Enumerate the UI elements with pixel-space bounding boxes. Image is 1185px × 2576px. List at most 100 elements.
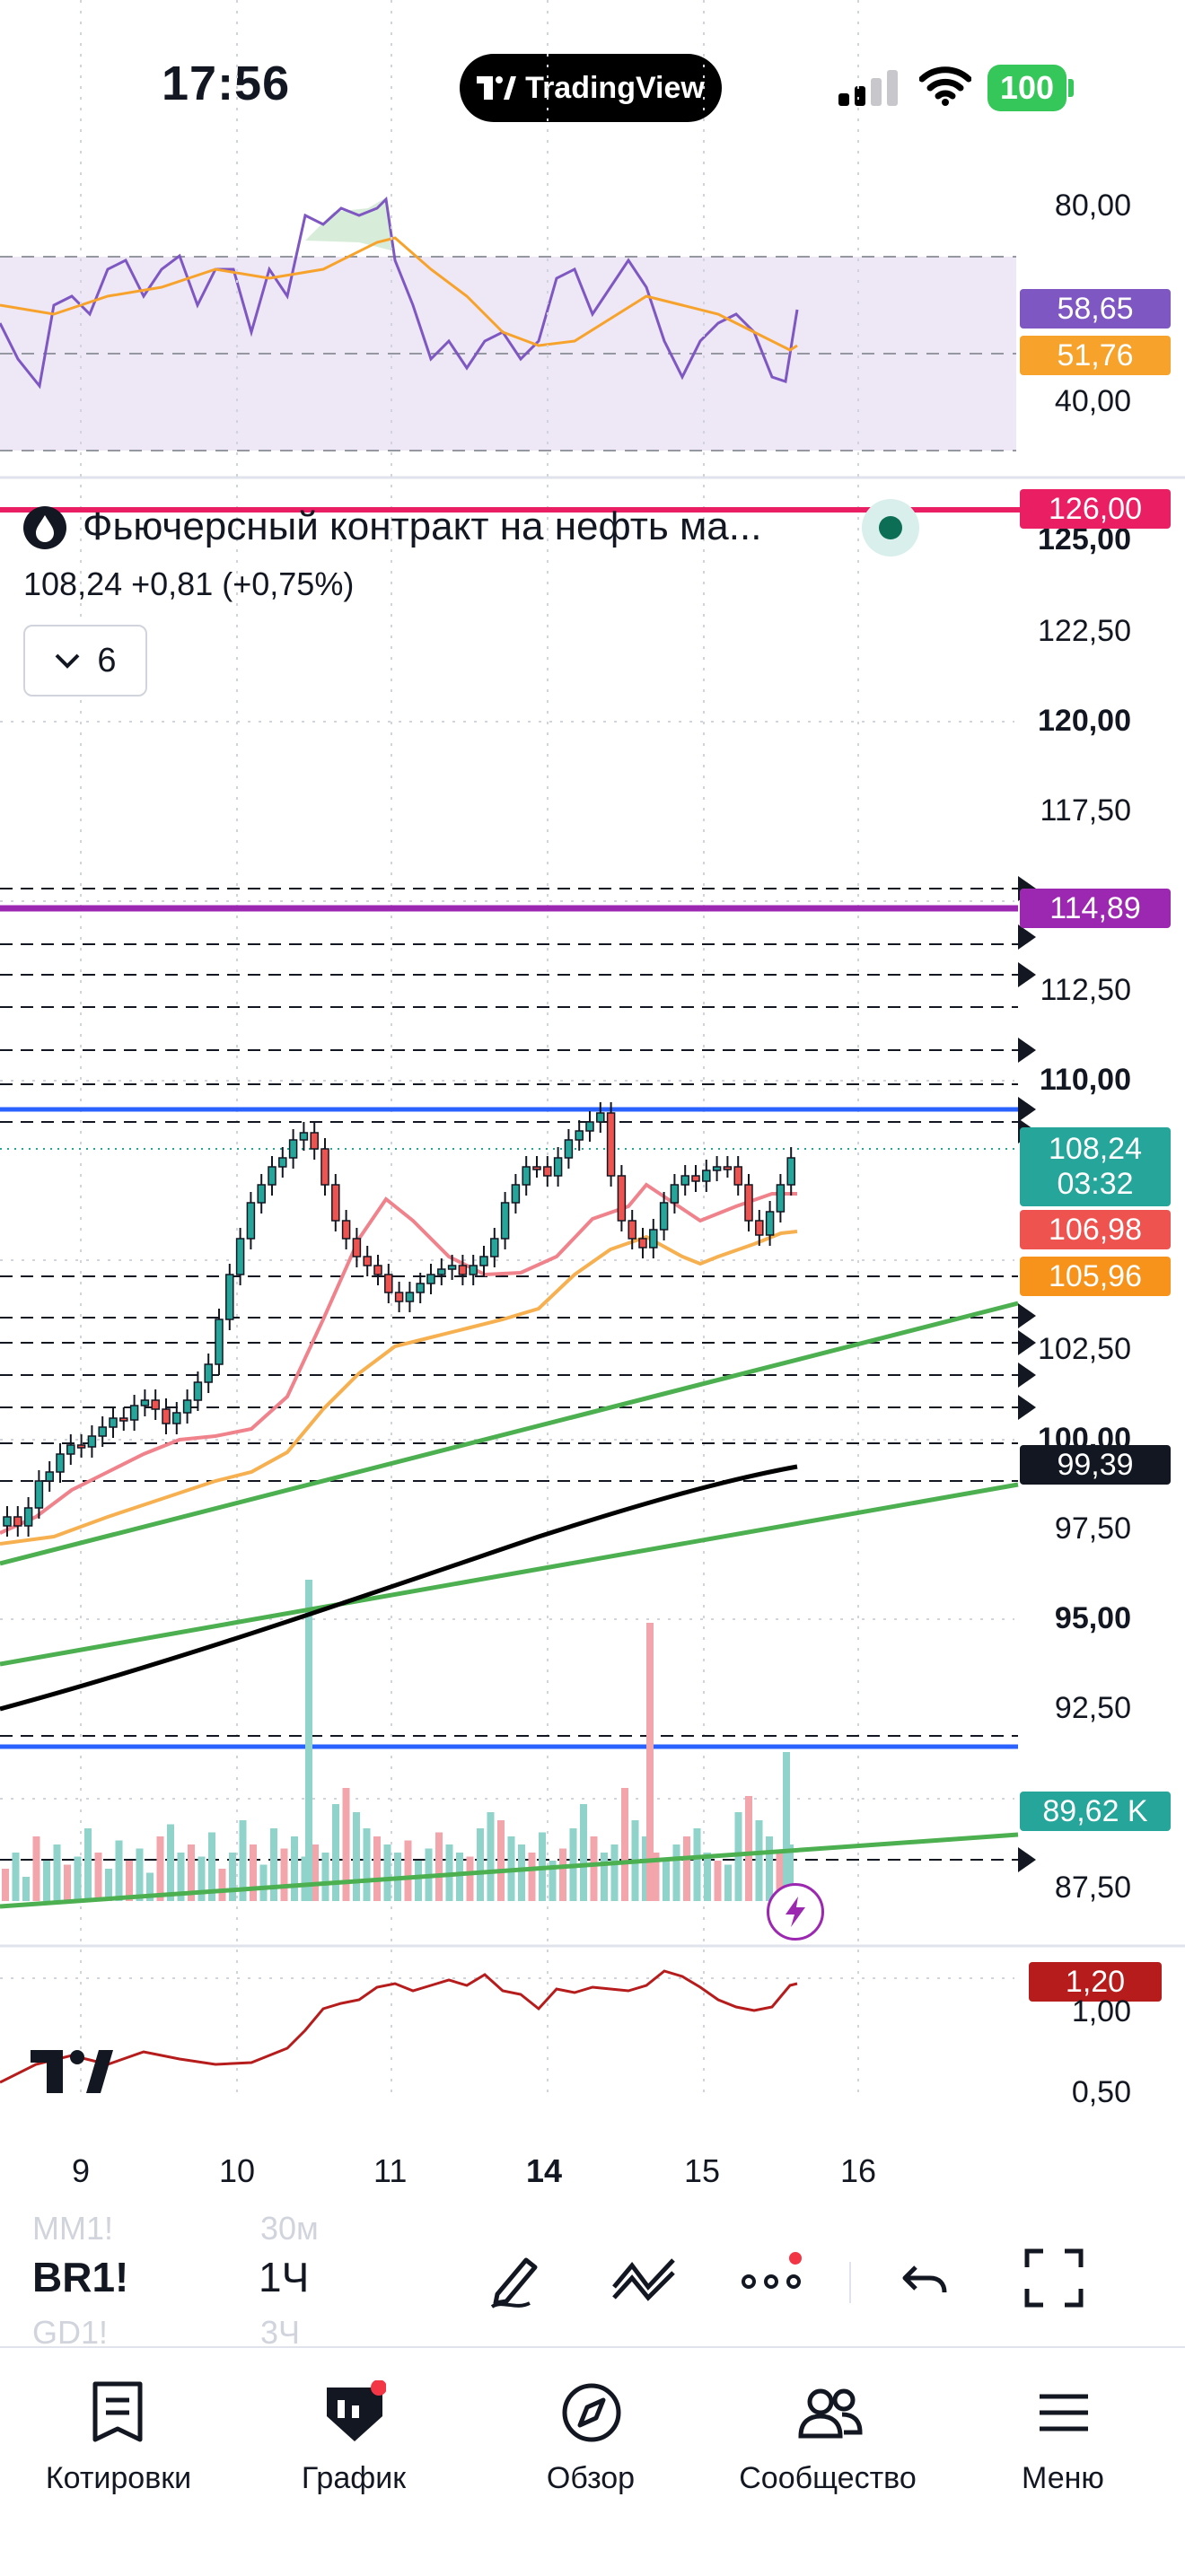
volume-bar (580, 1804, 587, 1901)
undo-icon[interactable] (900, 2253, 950, 2303)
tradingview-watermark-icon (31, 2050, 113, 2093)
volume-bar (497, 1820, 505, 1901)
interval-selector[interactable]: 1Ч (259, 2254, 310, 2300)
level-arrow[interactable] (1018, 1097, 1036, 1122)
candle-body (98, 1426, 107, 1437)
volume-bar (745, 1796, 752, 1901)
community-icon (798, 2388, 863, 2439)
level-arrow[interactable] (1018, 924, 1036, 950)
volume-bar (755, 1820, 763, 1901)
rsi-tick-80: 80,00 (1054, 188, 1131, 223)
symbol-selector[interactable]: BR1! (32, 2254, 129, 2300)
volume-bars (2, 1580, 794, 1901)
indicators-icon[interactable] (610, 2251, 679, 2305)
candle-body (384, 1274, 393, 1293)
volume-bar (270, 1828, 277, 1901)
drawing-pen-icon[interactable] (485, 2247, 548, 2310)
legend-change-pct: (+0,75%) (222, 565, 355, 602)
volume-bar (291, 1836, 298, 1901)
lightning-button[interactable] (767, 1883, 824, 1941)
candle-body (34, 1480, 44, 1509)
price-tick: 110,00 (1039, 1063, 1131, 1097)
chart-icon (327, 2380, 386, 2441)
nav-label: Котировки (45, 2461, 192, 2495)
volume-bar (198, 1856, 206, 1901)
wifi-icon (919, 66, 971, 106)
candle-body (66, 1444, 75, 1455)
candle-body (575, 1130, 584, 1141)
level-arrow[interactable] (1018, 1038, 1036, 1063)
candle-body (617, 1175, 627, 1222)
candle-body (733, 1166, 742, 1186)
level-arrow[interactable] (1018, 1330, 1036, 1355)
app-pill-label: TradingView (525, 70, 705, 105)
indicators-collapse-button[interactable]: 6 (23, 625, 147, 697)
candle-body (76, 1444, 86, 1449)
volume-bar (115, 1840, 123, 1901)
candle-body (755, 1220, 764, 1236)
volume-bar (415, 1861, 422, 1901)
alert-price-tag: 126,00 (1020, 489, 1171, 529)
legend-change: +0,81 (131, 565, 214, 602)
fullscreen-icon[interactable] (1023, 2247, 1084, 2309)
volume-bar (528, 1853, 536, 1901)
battery-tip (1068, 79, 1074, 97)
candle-body (257, 1184, 266, 1204)
bottom-navigation: Котировки График Обзор Сообщество Ме (0, 2346, 1185, 2576)
volume-bar (332, 1804, 339, 1901)
volume-bar (672, 1844, 680, 1901)
ma-200-tag: 99,39 (1020, 1445, 1171, 1485)
candle-body (416, 1283, 425, 1293)
market-status-dot[interactable] (862, 499, 919, 556)
candle-body (215, 1319, 224, 1365)
more-options-icon[interactable] (742, 2249, 804, 2303)
candles (3, 1102, 795, 1537)
volume-bar (280, 1848, 288, 1901)
candle-body (511, 1184, 521, 1204)
trendline-volume (0, 1832, 1019, 1909)
volume-bar (373, 1836, 381, 1901)
volume-bar (301, 1856, 309, 1901)
volume-bar (477, 1828, 484, 1901)
candle-body (606, 1112, 616, 1177)
volume-bar (652, 1853, 660, 1901)
price-tick: 102,50 (1038, 1332, 1131, 1366)
level-arrow[interactable] (1018, 1362, 1036, 1388)
volume-bar (783, 1752, 790, 1901)
menu-icon (1040, 2394, 1088, 2431)
volume-bar (177, 1853, 185, 1901)
candle-body (331, 1184, 340, 1222)
candle-body (500, 1202, 510, 1240)
level-arrow[interactable] (1018, 1847, 1036, 1872)
candle-body (596, 1112, 605, 1123)
candle-body (405, 1292, 415, 1302)
bar-countdown: 03:32 (1057, 1167, 1134, 1201)
candle-body (268, 1166, 276, 1186)
candle-body (182, 1399, 192, 1414)
candle-body (394, 1292, 404, 1302)
volume-bar (734, 1812, 742, 1901)
lightning-icon (786, 1897, 805, 1927)
volume-bar (250, 1844, 257, 1901)
volume-bar (621, 1788, 628, 1901)
candle-body (680, 1175, 689, 1186)
candle-body (299, 1132, 309, 1141)
level-arrow[interactable] (1018, 962, 1036, 987)
chevron-down-icon (56, 653, 80, 669)
price-tick: 92,50 (1054, 1691, 1131, 1725)
lower-tick-1: 1,00 (1071, 1994, 1131, 2028)
indicator-count: 6 (97, 641, 117, 679)
symbol-title[interactable]: Фьючерсный контракт на нефть ма... (83, 504, 762, 548)
volume-bar (466, 1856, 474, 1901)
lower-indicator-line (0, 1969, 798, 2084)
candle-body (56, 1453, 65, 1473)
candle-body (723, 1166, 733, 1170)
price-chart[interactable] (0, 0, 1185, 2226)
level-arrow[interactable] (1018, 1303, 1036, 1328)
price-tick: 87,50 (1054, 1871, 1131, 1905)
level-arrow[interactable] (1018, 1395, 1036, 1420)
watchlist-icon (92, 2381, 143, 2442)
candle-body (691, 1175, 700, 1182)
volume-bar (239, 1820, 247, 1901)
volume-bar (683, 1836, 690, 1901)
